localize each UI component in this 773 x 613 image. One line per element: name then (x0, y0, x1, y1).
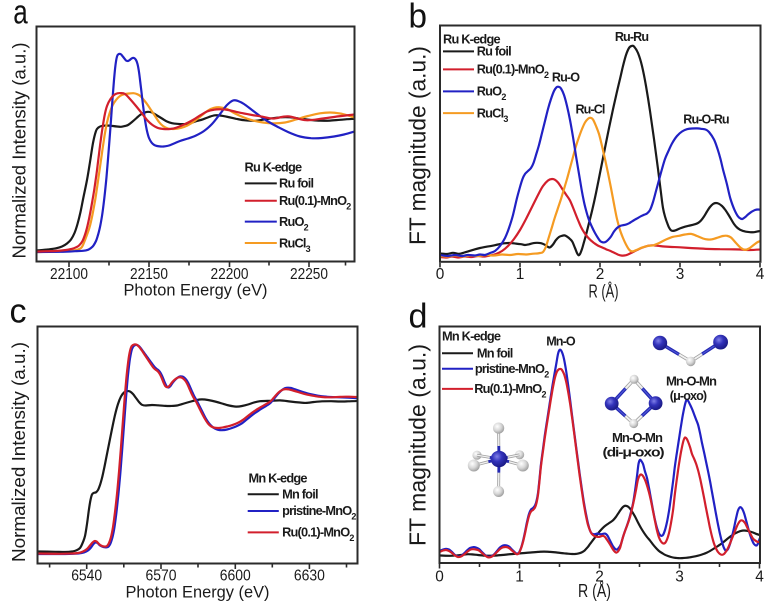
svg-text:Mn foil: Mn foil (282, 486, 318, 501)
svg-text:Ru(0.1)-MnO2: Ru(0.1)-MnO2 (474, 381, 546, 400)
svg-text:22150: 22150 (130, 266, 168, 283)
svg-text:Ru-O-Ru: Ru-O-Ru (683, 112, 729, 126)
svg-text:0: 0 (436, 266, 445, 283)
svg-text:a: a (13, 0, 28, 32)
svg-text:4: 4 (755, 568, 764, 585)
svg-text:RuO2: RuO2 (477, 84, 507, 103)
svg-text:22200: 22200 (211, 266, 249, 283)
svg-text:1: 1 (515, 568, 524, 585)
svg-text:RuO2: RuO2 (279, 214, 309, 233)
svg-text:6630: 6630 (294, 568, 325, 585)
svg-text:R (Å): R (Å) (589, 281, 619, 301)
svg-text:Photon Energy (eV): Photon Energy (eV) (126, 583, 270, 601)
svg-text:Mn-O: Mn-O (546, 335, 576, 349)
svg-text:Mn foil: Mn foil (477, 345, 513, 360)
svg-text:Ru K-edge: Ru K-edge (245, 160, 302, 175)
svg-text:RuCl3: RuCl3 (279, 235, 311, 254)
svg-text:3: 3 (676, 266, 685, 283)
svg-text:R (Å): R (Å) (578, 581, 611, 601)
svg-text:Ru(0.1)-MnO2: Ru(0.1)-MnO2 (477, 62, 549, 81)
svg-text:(μ-oxo): (μ-oxo) (670, 389, 707, 403)
svg-text:Ru foil: Ru foil (279, 176, 313, 191)
svg-text:Ru K-edge: Ru K-edge (443, 32, 500, 47)
svg-text:Mn-O-Mn: Mn-O-Mn (612, 431, 662, 445)
svg-text:0: 0 (435, 568, 444, 585)
svg-text:(di-μ-oxo): (di-μ-oxo) (603, 446, 665, 460)
svg-text:Photon Energy (eV): Photon Energy (eV) (124, 281, 268, 299)
svg-text:Normalized Intensity (a.u.): Normalized Intensity (a.u.) (9, 342, 29, 562)
svg-text:Ru(0.1)-MnO2: Ru(0.1)-MnO2 (282, 525, 354, 544)
svg-text:Ru-O: Ru-O (552, 71, 580, 85)
svg-text:Ru foil: Ru foil (477, 44, 511, 59)
svg-text:d: d (409, 298, 428, 336)
svg-text:6540: 6540 (71, 568, 102, 585)
svg-text:4: 4 (756, 266, 765, 283)
svg-text:6600: 6600 (220, 568, 251, 585)
svg-text:c: c (10, 293, 27, 331)
svg-text:1: 1 (516, 266, 525, 283)
svg-text:6570: 6570 (146, 568, 177, 585)
svg-text:22100: 22100 (50, 266, 88, 283)
svg-text:RuCl3: RuCl3 (477, 105, 509, 124)
svg-text:Mn K-edge: Mn K-edge (442, 329, 501, 344)
svg-text:Ru-Cl: Ru-Cl (575, 103, 604, 117)
svg-text:Ru-Ru: Ru-Ru (615, 30, 648, 44)
svg-text:FT magnitude (a.u.): FT magnitude (a.u.) (405, 344, 431, 546)
svg-text:FT magnitude (a.u.): FT magnitude (a.u.) (405, 46, 431, 245)
svg-text:3: 3 (675, 568, 684, 585)
svg-text:Ru(0.1)-MnO2: Ru(0.1)-MnO2 (279, 193, 351, 212)
svg-text:Mn K-edge: Mn K-edge (249, 470, 308, 485)
svg-text:2: 2 (595, 568, 604, 585)
svg-text:b: b (409, 0, 428, 36)
svg-text:2: 2 (596, 266, 605, 283)
svg-text:pristine-MnO2: pristine-MnO2 (475, 361, 549, 380)
svg-text:Normalized Intensity (a.u.): Normalized Intensity (a.u.) (10, 43, 30, 259)
svg-text:Mn-O-Mn: Mn-O-Mn (666, 375, 716, 389)
svg-text:pristine-MnO2: pristine-MnO2 (282, 503, 356, 522)
svg-text:22250: 22250 (290, 266, 328, 283)
